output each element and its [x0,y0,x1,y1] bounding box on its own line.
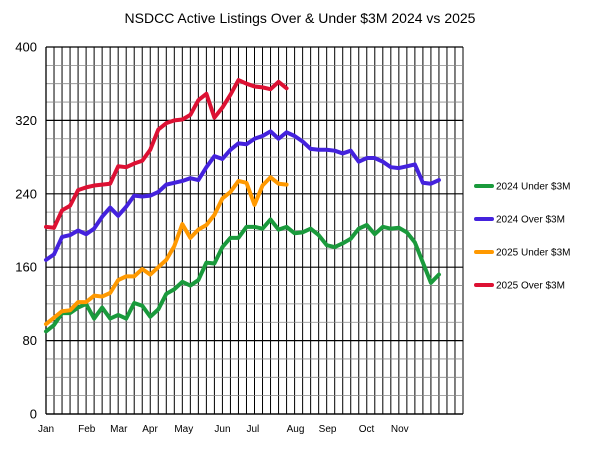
x-tick-label: Sep [319,424,337,435]
y-tick-label: 320 [15,113,37,128]
y-axis-tick-labels: 0 80 160 240 320 400 [15,40,37,422]
x-tick-label: Nov [391,424,409,435]
series-line-2 [44,129,441,262]
legend-label: 2025 Under $3M [496,248,571,259]
x-tick-label: Oct [359,424,375,435]
x-tick-label: Feb [78,424,96,435]
data-series [44,78,441,334]
x-tick-label: Aug [287,424,305,435]
y-tick-label: 0 [30,407,37,422]
series-line-1 [44,217,441,334]
series-line-3 [44,175,289,327]
x-tick-label: Mar [110,424,128,435]
axes [45,47,463,415]
x-tick-label: Jun [214,424,230,435]
series-line-4 [44,78,289,230]
grid-lines [45,46,464,415]
y-tick-label: 400 [15,40,37,55]
legend-label: 2024 Under $3M [496,182,571,193]
x-axis-tick-labels: Jan Feb Mar Apr May Jun Jul Aug Sep Oct Nov [38,424,409,435]
x-tick-label: Apr [142,424,158,435]
legend: 2024 Under $3M 2024 Over $3M 2025 Under $3… [474,182,571,292]
legend-label: 2025 Over $3M [496,281,565,292]
legend-label: 2024 Over $3M [496,215,565,226]
x-tick-label: Jul [247,424,260,435]
y-tick-label: 240 [15,186,37,201]
y-tick-label: 160 [15,260,37,275]
x-tick-label: May [174,424,193,435]
y-tick-label: 80 [23,333,37,348]
x-tick-label: Jan [38,424,54,435]
chart-title: NSDCC Active Listings Over & Under $3M 2… [125,10,476,26]
